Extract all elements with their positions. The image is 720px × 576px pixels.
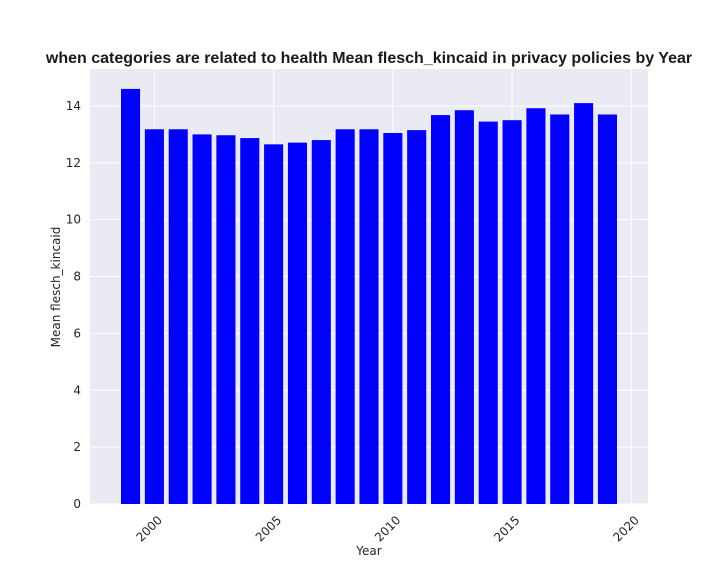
bar-2019 [597,114,617,504]
bar-2018 [574,103,594,504]
bar-2017 [550,114,570,504]
y-axis-label: Mean flesch_kincaid [49,227,63,348]
chart-title: when categories are related to health Me… [45,50,692,67]
bar-2004 [240,138,260,504]
bar-2009 [359,129,379,504]
bar-2010 [383,132,403,504]
x-tick-label: 2015 [491,513,522,544]
bar-1999 [121,88,141,504]
bar-2015 [502,120,522,505]
bar-2008 [335,129,355,504]
y-tick-label: 8 [73,270,81,284]
bar-2001 [168,129,188,504]
x-tick-label: 2005 [253,513,284,544]
y-tick-label: 2 [73,440,81,454]
bar-2003 [216,135,236,504]
bar-2000 [144,129,164,504]
bars [121,88,617,505]
y-tick-label: 0 [73,497,81,511]
bar-2002 [192,134,212,504]
x-tick-label: 2010 [372,513,403,544]
y-tick-label: 6 [73,326,81,340]
bar-2016 [526,108,546,504]
bar-2007 [311,140,331,504]
x-tick-label: 2000 [133,513,164,544]
x-axis-ticks: 2000 2005 2010 2015 2020 [133,513,641,544]
bar-2005 [264,144,284,504]
y-tick-label: 12 [66,156,81,170]
x-axis-label: Year [355,544,381,558]
y-tick-label: 4 [73,383,81,397]
x-tick-label: 2020 [610,513,641,544]
bar-2006 [287,142,307,504]
bar-2012 [431,115,451,504]
y-axis-ticks: 0 2 4 6 8 10 12 14 [66,99,81,511]
bar-2014 [478,121,498,505]
bar-2013 [454,110,474,504]
y-tick-label: 10 [66,213,81,227]
bar-2011 [407,130,427,505]
y-tick-label: 14 [66,99,81,113]
